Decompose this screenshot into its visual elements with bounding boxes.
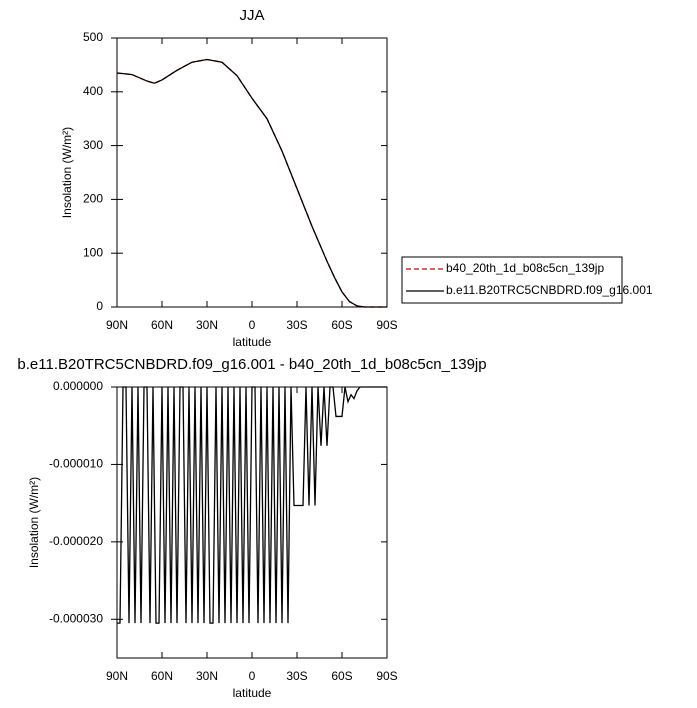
y-tick-label: -0.000020 (49, 534, 103, 548)
x-axis-label: latitude (233, 686, 272, 700)
data-line (117, 386, 387, 624)
x-tick-label: 60N (151, 318, 173, 332)
x-tick-label: 30N (196, 669, 218, 683)
y-tick-label: 400 (83, 84, 103, 98)
y-tick-label: 0.000000 (53, 379, 103, 393)
x-tick-label: 90S (376, 669, 397, 683)
x-tick-label: 30S (286, 318, 307, 332)
chart-title: b.e11.B20TRC5CNBDRD.f09_g16.001 - b40_20… (17, 356, 486, 373)
x-tick-label: 0 (249, 669, 256, 683)
x-tick-label: 60S (331, 669, 352, 683)
x-tick-label: 60S (331, 318, 352, 332)
data-line (116, 58, 387, 308)
y-tick-label: 0 (96, 299, 103, 313)
x-tick-label: 90S (376, 318, 397, 332)
legend-label: b.e11.B20TRC5CNBDRD.f09_g16.001 (446, 283, 653, 297)
x-tick-label: 30S (286, 669, 307, 683)
y-tick-label: 500 (83, 30, 103, 44)
plot-frame (116, 37, 388, 308)
plot-frame (116, 386, 388, 659)
y-tick-label: 300 (83, 138, 103, 152)
y-tick-label: 100 (83, 245, 103, 259)
legend-box (401, 256, 623, 304)
y-tick-label: -0.000010 (49, 457, 103, 471)
y-axis-label: Insolation (W/m²) (27, 477, 41, 568)
x-tick-label: 90N (106, 669, 128, 683)
x-tick-label: 30N (196, 318, 218, 332)
y-axis-label: Insolation (W/m²) (60, 127, 74, 218)
legend-label: b40_20th_1d_b08c5cn_139jp (446, 261, 604, 275)
x-tick-label: 60N (151, 669, 173, 683)
x-axis-label: latitude (233, 335, 272, 349)
x-tick-label: 90N (106, 318, 128, 332)
x-tick-label: 0 (249, 318, 256, 332)
chart-title: JJA (239, 7, 264, 24)
data-line (116, 58, 387, 308)
y-tick-label: 200 (83, 192, 103, 206)
y-tick-label: -0.000030 (49, 611, 103, 625)
